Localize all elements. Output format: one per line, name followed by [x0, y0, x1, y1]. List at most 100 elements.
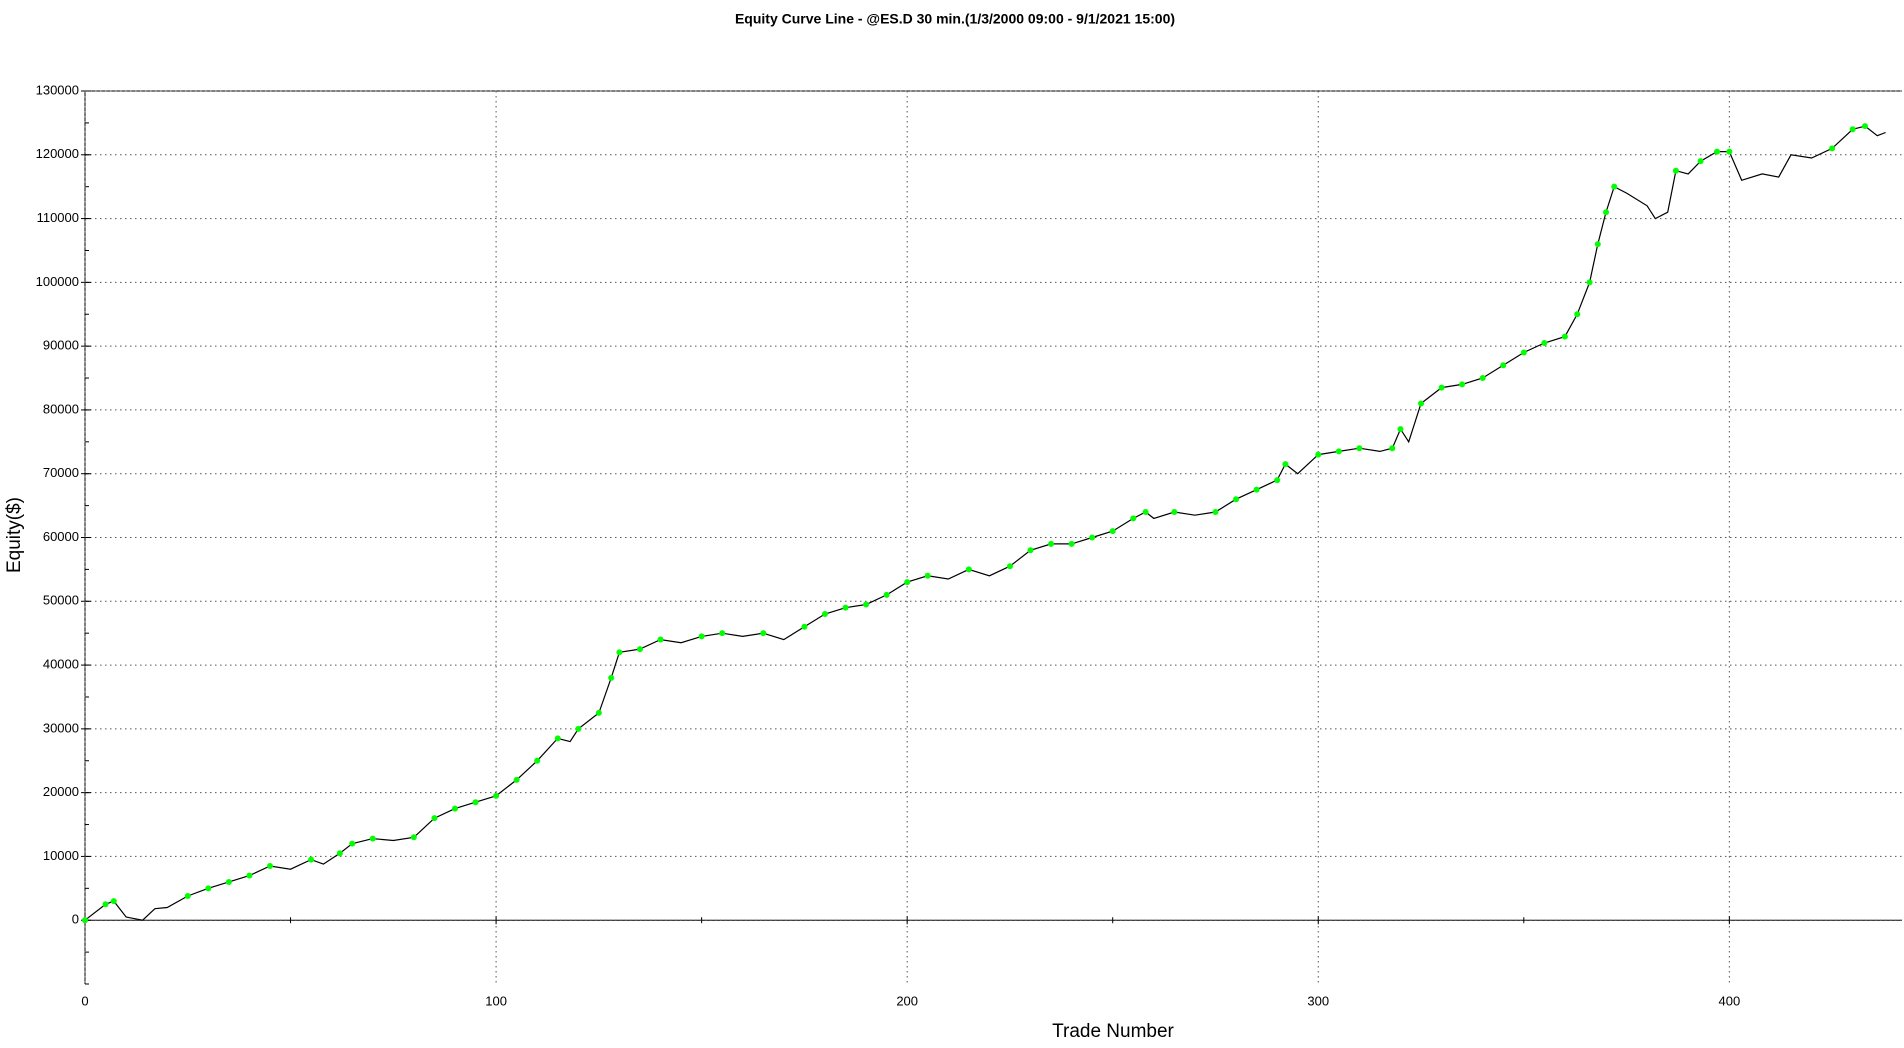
chart-title: Equity Curve Line - @ES.D 30 min.(1/3/20… — [735, 11, 1175, 27]
y-tick-label: 60000 — [43, 529, 79, 544]
new-high-marker — [266, 862, 273, 869]
new-high-marker — [1068, 540, 1075, 547]
new-high-marker — [904, 579, 911, 586]
new-high-marker — [1520, 349, 1527, 356]
new-high-marker — [1171, 508, 1178, 515]
y-axis-title: Equity($) — [4, 497, 25, 573]
new-high-marker — [1561, 333, 1568, 340]
new-high-marker — [1130, 515, 1137, 522]
new-high-marker — [1438, 384, 1445, 391]
new-high-marker — [205, 885, 212, 892]
new-high-marker — [883, 591, 890, 598]
new-high-marker — [431, 815, 438, 822]
new-high-marker — [1089, 534, 1096, 541]
new-high-marker — [1672, 167, 1679, 174]
x-tick-label: 0 — [81, 993, 88, 1008]
new-high-marker — [513, 776, 520, 783]
new-high-marker — [1356, 445, 1363, 452]
new-high-marker — [349, 840, 356, 847]
new-high-marker — [1048, 540, 1055, 547]
new-high-marker — [636, 646, 643, 653]
new-high-marker — [616, 649, 623, 656]
new-high-marker — [1697, 158, 1704, 165]
y-tick-label: 20000 — [43, 784, 79, 799]
new-high-marker — [184, 892, 191, 899]
new-high-marker — [410, 834, 417, 841]
new-high-marker — [1418, 400, 1425, 407]
new-high-marker — [1594, 241, 1601, 248]
y-tick-label: 50000 — [43, 593, 79, 608]
new-high-marker — [801, 623, 808, 630]
new-high-marker — [1212, 508, 1219, 515]
new-high-marker — [719, 630, 726, 637]
new-high-marker — [246, 872, 253, 879]
y-tick-label: 120000 — [36, 146, 79, 161]
new-high-marker — [1611, 183, 1618, 190]
new-high-marker — [1233, 496, 1240, 503]
equity-line — [84, 125, 1886, 921]
new-high-marker — [1142, 508, 1149, 515]
y-tick-label: 10000 — [43, 848, 79, 863]
new-high-marker — [1714, 148, 1721, 155]
x-tick-label: 100 — [485, 993, 507, 1008]
new-high-marker — [1006, 563, 1013, 570]
new-high-marker — [1603, 209, 1610, 216]
y-tick-label: 80000 — [43, 401, 79, 416]
new-high-marker — [863, 601, 870, 608]
y-tick-label: 40000 — [43, 657, 79, 672]
new-high-marker — [1389, 445, 1396, 452]
new-high-marker — [308, 856, 315, 863]
new-high-marker — [1459, 381, 1466, 388]
y-tick-label: 110000 — [37, 210, 79, 225]
new-high-marker — [102, 901, 109, 908]
x-tick-label: 200 — [896, 993, 918, 1008]
new-high-marker — [1274, 477, 1281, 484]
new-high-marker — [451, 805, 458, 812]
y-tick-label: 70000 — [43, 465, 79, 480]
new-high-marker — [1726, 148, 1733, 155]
new-high-marker — [698, 633, 705, 640]
new-high-marker — [575, 725, 582, 732]
new-high-marker — [595, 709, 602, 716]
new-high-marker — [965, 566, 972, 573]
new-high-marker — [369, 835, 376, 842]
new-high-marker — [1335, 448, 1342, 455]
y-tick-label: 0 — [72, 912, 79, 927]
y-tick-label: 30000 — [43, 720, 79, 735]
new-high-marker — [1849, 126, 1856, 133]
new-high-marker — [1253, 486, 1260, 493]
new-high-marker — [1397, 426, 1404, 433]
new-high-marker — [821, 611, 828, 618]
new-high-marker — [82, 917, 88, 924]
y-tick-label: 100000 — [36, 274, 79, 289]
new-high-marker — [1027, 547, 1034, 554]
new-high-marker — [1574, 311, 1581, 318]
new-high-marker — [554, 735, 561, 742]
new-high-marker — [1829, 145, 1836, 152]
new-high-marker — [924, 572, 931, 579]
new-high-marker — [1586, 279, 1593, 286]
new-high-marker — [1862, 123, 1869, 130]
new-high-marker — [472, 799, 479, 806]
new-high-marker — [1282, 461, 1289, 468]
new-high-marker — [1541, 339, 1548, 346]
new-high-marker — [842, 604, 849, 611]
new-high-marker — [110, 898, 117, 905]
x-axis-title: Trade Number — [1052, 1021, 1174, 1042]
x-tick-label: 400 — [1718, 993, 1740, 1008]
new-high-marker — [1500, 362, 1507, 369]
x-tick-label: 300 — [1307, 993, 1329, 1008]
new-high-marker — [225, 878, 232, 885]
new-high-marker — [608, 674, 615, 681]
new-high-marker — [336, 850, 343, 857]
new-high-marker — [1479, 375, 1486, 382]
new-high-marker — [657, 636, 664, 643]
y-tick-label: 90000 — [43, 338, 79, 353]
new-high-marker — [1109, 528, 1116, 535]
new-high-marker — [534, 757, 541, 764]
new-high-marker — [1315, 451, 1322, 458]
new-high-marker — [493, 792, 500, 799]
y-tick-label: 130000 — [36, 82, 79, 97]
new-high-marker — [760, 630, 767, 637]
